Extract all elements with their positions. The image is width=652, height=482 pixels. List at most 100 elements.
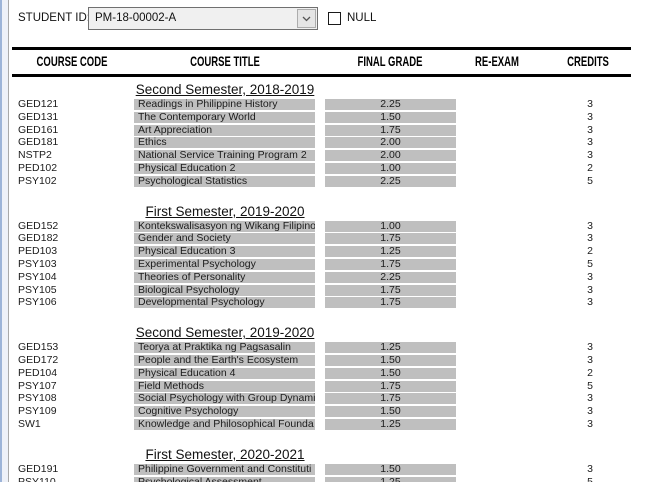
course-title-field: Social Psychology with Group Dynami — [134, 393, 315, 405]
course-title-field: Developmental Psychology — [134, 297, 315, 309]
student-id-value: PM-18-00002-A — [95, 12, 177, 24]
re-exam-cell — [469, 259, 549, 270]
column-header-credits: CREDITS — [567, 53, 609, 69]
re-exam-cell — [469, 176, 549, 187]
course-title-field: Physical Education 4 — [134, 367, 315, 379]
course-title-field: National Service Training Program 2 — [134, 150, 315, 162]
course-title-field: Readings in Philippine History — [134, 99, 315, 110]
student-id-combobox[interactable]: PM-18-00002-A — [88, 7, 318, 30]
final-grade-field: 1.50 — [325, 406, 456, 418]
course-row: PSY109 Cognitive Psychology 1.50 3 — [9, 405, 652, 418]
course-code-cell: GED152 — [18, 219, 59, 232]
course-code-cell: GED191 — [18, 462, 59, 475]
credits-cell: 2 — [587, 245, 593, 258]
course-title-field: Physical Education 3 — [134, 246, 315, 258]
course-row: PSY110 Psychological Assessment 1.25 5 — [9, 476, 652, 482]
column-header-course-code: COURSE CODE — [36, 53, 108, 69]
course-title-field: Psychological Statistics — [134, 175, 315, 187]
course-row: PSY108 Social Psychology with Group Dyna… — [9, 392, 652, 405]
course-code-cell: PSY103 — [18, 257, 57, 270]
re-exam-cell — [469, 464, 549, 475]
re-exam-cell — [469, 477, 549, 482]
final-grade-field: 1.75 — [325, 393, 456, 405]
final-grade-field: 1.50 — [325, 111, 456, 123]
final-grade-field: 2.25 — [325, 271, 456, 283]
re-exam-cell — [469, 233, 549, 244]
re-exam-cell — [469, 163, 549, 174]
window-left-border — [0, 0, 9, 482]
course-code-cell: PSY105 — [18, 283, 57, 296]
header-rule-bottom — [12, 74, 631, 77]
semester-section-header: Second Semester, 2019-2020 — [9, 325, 652, 341]
re-exam-cell — [469, 393, 549, 404]
re-exam-cell — [469, 112, 549, 123]
course-row: GED152 Kontekswalisasyon ng Wikang Filip… — [9, 220, 652, 233]
column-header-re-exam: RE-EXAM — [475, 53, 519, 69]
course-title-field: Physical Education 2 — [134, 162, 315, 174]
credits-cell: 3 — [587, 136, 593, 149]
course-code-cell: GED153 — [18, 341, 59, 354]
header-rule-top — [12, 47, 631, 50]
re-exam-cell — [469, 125, 549, 136]
final-grade-field: 1.25 — [325, 246, 456, 258]
final-grade-field: 1.25 — [325, 418, 456, 430]
credits-cell: 3 — [587, 341, 593, 354]
re-exam-cell — [469, 355, 549, 366]
final-grade-field: 2.25 — [325, 175, 456, 187]
course-title-field: Gender and Society — [134, 233, 315, 245]
final-grade-field: 1.75 — [325, 233, 456, 245]
course-title-field: People and the Earth's Ecosystem — [134, 354, 315, 366]
course-row: PSY107 Field Methods 1.75 5 — [9, 380, 652, 393]
course-code-cell: PED102 — [18, 161, 58, 174]
final-grade-field: 1.50 — [325, 367, 456, 379]
course-title-field: Field Methods — [134, 380, 315, 392]
course-title-field: Ethics — [134, 137, 315, 149]
re-exam-cell — [469, 99, 549, 110]
course-row: PSY104 Theories of Personality 2.25 3 — [9, 271, 652, 284]
credits-cell: 3 — [587, 283, 593, 296]
final-grade-field: 1.50 — [325, 354, 456, 366]
course-row: GED131 The Contemporary World 1.50 3 — [9, 111, 652, 124]
re-exam-cell — [469, 285, 549, 296]
re-exam-cell — [469, 342, 549, 353]
credits-cell: 3 — [587, 219, 593, 232]
credits-cell: 3 — [587, 98, 593, 110]
course-code-cell: PSY102 — [18, 174, 57, 187]
course-row: NSTP2 National Service Training Program … — [9, 149, 652, 162]
course-title-field: The Contemporary World — [134, 111, 315, 123]
credits-cell: 3 — [587, 405, 593, 418]
final-grade-field: 1.25 — [325, 342, 456, 354]
course-code-cell: GED181 — [18, 136, 59, 149]
null-checkbox[interactable] — [328, 12, 341, 25]
course-row: GED191 Philippine Government and Constit… — [9, 463, 652, 476]
final-grade-field: 2.00 — [325, 150, 456, 162]
course-row: GED182 Gender and Society 1.75 3 — [9, 232, 652, 245]
credits-cell: 3 — [587, 296, 593, 309]
course-row: SW1 Knowledge and Philosophical Founda 1… — [9, 418, 652, 431]
course-row: PED104 Physical Education 4 1.50 2 — [9, 367, 652, 380]
course-code-cell: GED121 — [18, 98, 59, 110]
course-row: PSY103 Experimental Psychology 1.75 5 — [9, 258, 652, 271]
course-row: GED153 Teorya at Praktika ng Pagsasalin … — [9, 341, 652, 354]
re-exam-cell — [469, 272, 549, 283]
final-grade-field: 1.00 — [325, 220, 456, 232]
combobox-dropdown-button[interactable] — [297, 9, 316, 28]
course-title-field: Philippine Government and Constituti — [134, 463, 315, 475]
re-exam-cell — [469, 150, 549, 161]
re-exam-cell — [469, 137, 549, 148]
course-title-field: Kontekswalisasyon ng Wikang Filipino — [134, 220, 315, 232]
course-code-cell: PSY106 — [18, 296, 57, 309]
final-grade-field: 1.75 — [325, 380, 456, 392]
course-title-field: Psychological Assessment — [134, 476, 315, 482]
semester-section-header: Second Semester, 2018-2019 — [9, 82, 652, 98]
course-title-field: Theories of Personality — [134, 271, 315, 283]
course-code-cell: NSTP2 — [18, 149, 52, 162]
semester-section-title: First Semester, 2019-2020 — [145, 203, 305, 219]
column-header-course-title: COURSE TITLE — [190, 53, 260, 69]
credits-cell: 3 — [587, 110, 593, 123]
course-row: PED103 Physical Education 3 1.25 2 — [9, 245, 652, 258]
course-code-cell: PSY104 — [18, 270, 57, 283]
course-row: GED172 People and the Earth's Ecosystem … — [9, 354, 652, 367]
credits-cell: 3 — [587, 353, 593, 366]
